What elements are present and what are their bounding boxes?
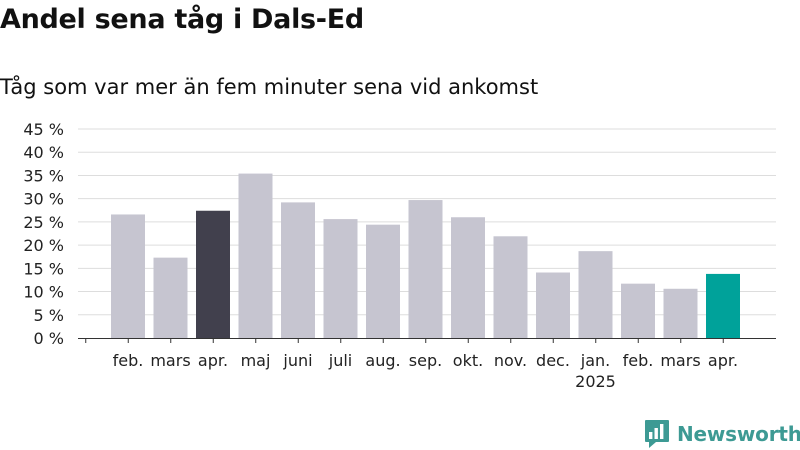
y-tick-label: 30 %: [23, 190, 64, 209]
bar: [621, 283, 655, 338]
y-tick-label: 0 %: [34, 329, 64, 348]
newsworthy-logo: Newsworthy: [644, 419, 800, 449]
bar: [281, 202, 315, 338]
bar: [111, 214, 145, 338]
bar: [578, 251, 613, 338]
newsworthy-logo-text: Newsworthy: [677, 422, 800, 446]
bar: [408, 200, 443, 338]
x-tick-label: okt.: [453, 351, 483, 370]
x-tick-label: juli: [328, 351, 352, 370]
x-tick-label: mars: [150, 351, 190, 370]
x-tick-label: juni: [282, 351, 312, 370]
bar: [366, 224, 400, 338]
bar: [663, 288, 698, 338]
bar: [153, 257, 188, 338]
x-tick-label: nov.: [494, 351, 527, 370]
x-tick-label: maj: [241, 351, 271, 370]
bar: [451, 217, 485, 338]
x-tick-label: dec.: [536, 351, 570, 370]
x-tick-label: sep.: [409, 351, 442, 370]
y-tick-label: 40 %: [23, 143, 64, 162]
x-tick-label: feb.: [113, 351, 144, 370]
chart-subtitle: Tåg som var mer än fem minuter sena vid …: [0, 75, 539, 99]
bar: [536, 272, 570, 338]
bar: [196, 210, 230, 338]
x-tick-label: apr.: [708, 351, 738, 370]
y-tick-label: 25 %: [23, 213, 64, 232]
x-tick-label: mars: [660, 351, 700, 370]
y-tick-label: 20 %: [23, 236, 64, 255]
x-tick-label: feb.: [623, 351, 654, 370]
y-tick-label: 45 %: [23, 120, 64, 139]
y-tick-label: 10 %: [23, 283, 64, 302]
bar: [323, 219, 358, 338]
chart-title: Andel sena tåg i Dals-Ed: [0, 4, 364, 35]
y-tick-label: 15 %: [23, 259, 64, 278]
x-tick-label: aug.: [365, 351, 400, 370]
x-tick-label: jan.: [580, 351, 610, 370]
bar: [238, 173, 273, 338]
newsworthy-logo-icon: [645, 420, 669, 448]
bar: [706, 273, 740, 338]
x-year-label: 2025: [575, 372, 616, 391]
y-tick-label: 5 %: [34, 306, 64, 325]
x-tick-label: apr.: [198, 351, 228, 370]
bar: [493, 236, 528, 338]
y-tick-label: 35 %: [23, 166, 64, 185]
